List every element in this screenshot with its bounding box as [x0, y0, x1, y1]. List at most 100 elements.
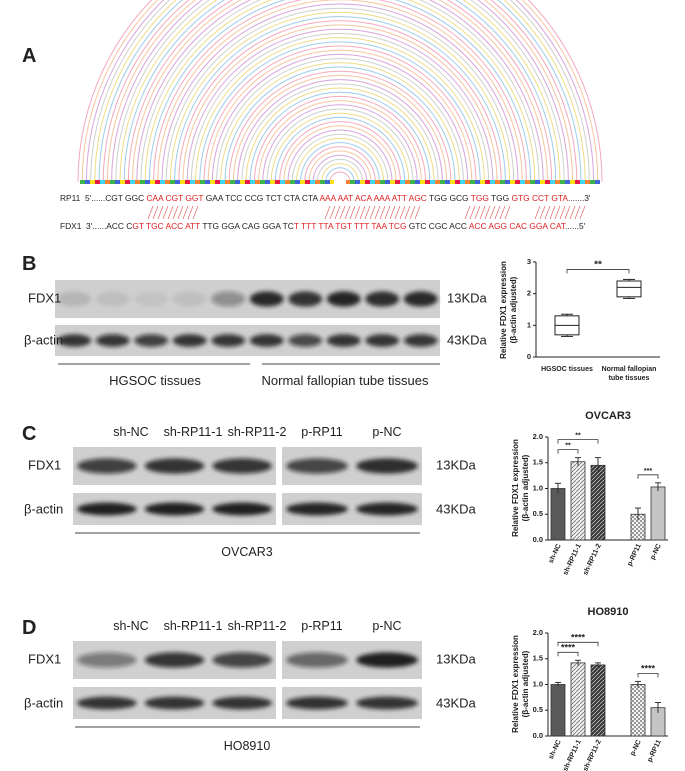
band: [77, 458, 137, 474]
pair-link: [534, 205, 541, 220]
pair-link: [182, 205, 189, 220]
arc: [157, 0, 523, 183]
arc: [274, 116, 406, 183]
arc: [161, 3, 519, 183]
bar: [630, 684, 646, 737]
chart-title: HO8910: [588, 606, 629, 618]
base-block: [245, 180, 250, 184]
significance-bracket: [557, 449, 579, 454]
significance-bracket: [637, 474, 659, 479]
band: [144, 458, 205, 474]
base-block: [385, 180, 390, 184]
base-block: [465, 180, 470, 184]
y-tick-label: 1.0: [533, 679, 543, 688]
base-block: [475, 180, 480, 184]
pair-link: [559, 205, 566, 220]
bar: [590, 464, 606, 541]
base-block: [255, 180, 260, 184]
sequence-segment: GTC CGC ACC: [406, 221, 468, 231]
base-block: [370, 180, 375, 184]
pair-link: [469, 205, 476, 220]
arc: [94, 0, 586, 183]
x-tick-label: sh-NC: [548, 543, 563, 565]
base-block: [530, 180, 535, 184]
base-block: [410, 180, 415, 184]
base-block: [280, 180, 285, 184]
pair-link: [579, 205, 586, 220]
base-block: [450, 180, 455, 184]
sequence-segment: .......3': [568, 193, 591, 203]
base-block: [480, 180, 485, 184]
arc: [127, 0, 553, 183]
arc: [329, 171, 351, 183]
arc: [253, 95, 427, 183]
significance-label: **: [575, 433, 581, 440]
base-block: [420, 180, 425, 184]
band: [249, 334, 284, 347]
base-block: [120, 180, 125, 184]
base-block: [380, 180, 385, 184]
pair-link: [177, 205, 184, 220]
arc: [266, 108, 414, 183]
arc: [241, 83, 439, 183]
base-block: [140, 180, 145, 184]
lane-label: sh-NC: [113, 425, 148, 439]
arc: [228, 70, 452, 183]
base-block: [270, 180, 275, 184]
sequence-segment: T TTT TTA TGT TTT TAA TCG: [294, 221, 407, 231]
arc: [144, 0, 536, 183]
x-tick-label: p-NC: [629, 739, 642, 757]
base-block: [520, 180, 525, 184]
significance-label: ***: [644, 468, 652, 475]
arc: [182, 24, 498, 183]
pair-link: [549, 205, 556, 220]
band: [134, 291, 169, 307]
band: [211, 334, 246, 347]
significance-label: ****: [641, 663, 656, 673]
base-block: [170, 180, 175, 184]
base-block: [220, 180, 225, 184]
sequence-segment: CAA CGT GGT: [146, 193, 203, 203]
arc: [224, 66, 456, 183]
row-label: FDX1: [28, 651, 61, 666]
arc: [98, 0, 582, 183]
arc: [304, 146, 376, 183]
base-block: [400, 180, 405, 184]
arc: [237, 79, 443, 183]
band: [95, 334, 130, 347]
base-block: [540, 180, 545, 184]
base-block: [135, 180, 140, 184]
base-block: [345, 180, 350, 184]
row-label: FDX1: [28, 457, 61, 472]
arc: [287, 129, 393, 183]
pair-link: [409, 205, 416, 220]
base-block: [115, 180, 120, 184]
arc: [291, 133, 389, 183]
arc: [199, 41, 481, 183]
pair-link: [404, 205, 411, 220]
y-tick-label: 0.0: [533, 731, 543, 740]
arc: [325, 167, 355, 183]
base-block: [360, 180, 365, 184]
lane-label: sh-RP11-2: [228, 619, 287, 633]
pair-link: [157, 205, 164, 220]
base-block: [150, 180, 155, 184]
band: [365, 334, 400, 347]
pair-link: [474, 205, 481, 220]
group-label: Normal fallopian tube tissues: [262, 373, 429, 388]
sequence-segment: FDX1 3'......ACC C: [60, 221, 132, 231]
arc: [186, 28, 494, 183]
base-block: [550, 180, 555, 184]
base-block: [560, 180, 565, 184]
band: [288, 334, 323, 347]
bar: [570, 662, 586, 737]
base-block: [585, 180, 590, 184]
base-block: [105, 180, 110, 184]
base-block: [90, 180, 95, 184]
base-block: [165, 180, 170, 184]
sequence: FDX1 3'......ACC CGT TGC ACC ATT TTG GGA…: [60, 221, 586, 231]
band: [57, 291, 92, 307]
pair-link: [344, 205, 351, 220]
lane-label: p-RP11: [301, 425, 343, 439]
arc: [245, 87, 435, 183]
